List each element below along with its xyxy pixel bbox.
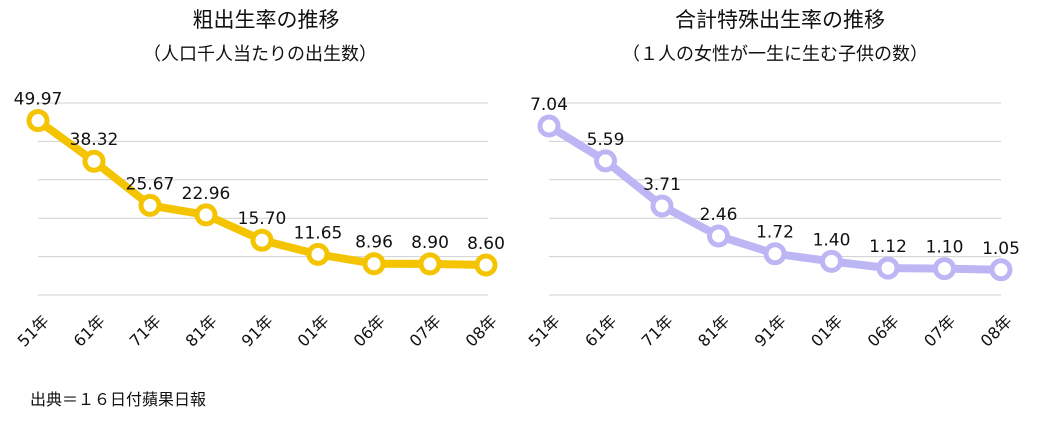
data-point [763, 242, 787, 266]
data-point [650, 194, 674, 218]
x-tick-label: 08年 [462, 311, 501, 350]
data-point [707, 224, 730, 248]
chart-title: 粗出生率の推移 [193, 8, 340, 32]
x-tick-label: 61年 [70, 311, 109, 350]
chart-subtitle: （人口千人当たりの出生数） [143, 44, 377, 65]
data-point [537, 114, 561, 138]
data-point [194, 203, 218, 227]
chart-subtitle: （１人の女性が一生に生む子供の数） [622, 44, 928, 65]
data-labels: 49.97 38.32 25.67 22.96 15.70 11.65 8.96 8.90 8.… [14, 90, 505, 254]
data-label: 25.67 [126, 174, 175, 194]
data-point [250, 228, 274, 252]
data-label: 1.10 [926, 238, 964, 258]
x-tick-label: 81年 [182, 311, 221, 350]
x-tick-label: 61年 [581, 311, 620, 350]
x-axis-ticks: 51年 61年 71年 81年 91年 01年 06年 07年 08年 [525, 311, 1016, 350]
data-point [876, 256, 900, 280]
x-tick-label: 01年 [294, 311, 333, 350]
data-point [138, 193, 162, 217]
data-label: 22.96 [182, 184, 231, 204]
data-point [820, 249, 843, 273]
data-labels: 7.04 5.59 3.71 2.46 1.72 1.40 1.12 1.10 1.05 [530, 95, 1020, 259]
data-point [26, 109, 50, 133]
crude-birth-rate-chart: 粗出生率の推移 （人口千人当たりの出生数） 51年 61年 71年 81年 91年 01年… [14, 8, 505, 351]
data-point [306, 242, 330, 266]
data-point [989, 258, 1013, 282]
data-label: 7.04 [530, 95, 568, 115]
data-point [933, 257, 956, 281]
x-tick-label: 51年 [14, 311, 53, 350]
x-tick-label: 07年 [920, 311, 959, 350]
data-label: 49.97 [14, 90, 63, 110]
x-tick-label: 07年 [406, 311, 445, 350]
data-label: 1.12 [869, 237, 907, 257]
x-tick-label: 91年 [751, 311, 790, 350]
x-tick-label: 81年 [694, 311, 733, 350]
data-point [594, 149, 617, 173]
x-axis-ticks: 51年 61年 71年 81年 91年 01年 06年 07年 08年 [14, 311, 501, 350]
data-label: 1.72 [756, 223, 794, 243]
data-label: 15.70 [238, 209, 287, 229]
total-fertility-rate-chart: 合計特殊出生率の推移 （１人の女性が一生に生む子供の数） 51年 61年 71年 81… [525, 8, 1020, 351]
series-marks [26, 109, 498, 277]
data-label: 8.60 [467, 234, 505, 254]
x-tick-label: 71年 [638, 311, 677, 350]
data-label: 8.90 [411, 233, 449, 253]
x-tick-label: 06年 [864, 311, 903, 350]
data-label: 1.05 [982, 239, 1020, 259]
x-tick-label: 06年 [350, 311, 389, 350]
data-label: 3.71 [643, 175, 681, 195]
data-point [474, 253, 498, 277]
x-tick-label: 01年 [807, 311, 846, 350]
data-label: 1.40 [813, 230, 851, 250]
data-point [362, 252, 386, 276]
data-label: 38.32 [70, 130, 119, 150]
x-tick-label: 51年 [525, 311, 564, 350]
data-label: 8.96 [355, 233, 393, 253]
x-tick-label: 71年 [126, 311, 165, 350]
data-point [418, 252, 442, 276]
source-note: 出典＝１６日付蘋果日報 [30, 390, 207, 409]
data-label: 5.59 [587, 130, 625, 150]
data-label: 2.46 [700, 205, 738, 225]
data-point [82, 149, 106, 173]
chart-title: 合計特殊出生率の推移 [675, 8, 885, 32]
data-label: 11.65 [294, 223, 343, 243]
x-tick-label: 08年 [977, 311, 1016, 350]
x-tick-label: 91年 [238, 311, 277, 350]
series-marks [537, 114, 1013, 282]
